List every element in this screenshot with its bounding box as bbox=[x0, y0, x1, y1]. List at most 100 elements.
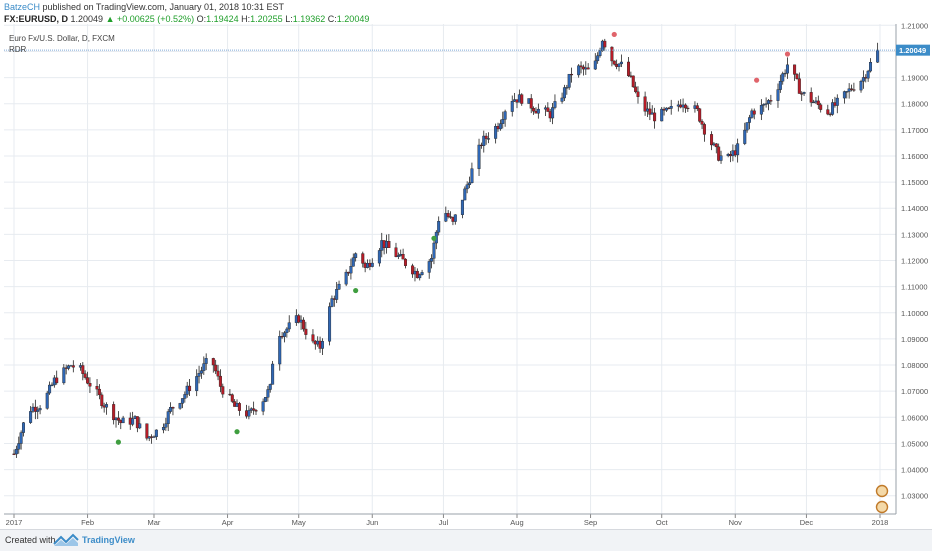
candle-up bbox=[453, 214, 457, 222]
candle-up bbox=[664, 107, 668, 111]
candle-down bbox=[188, 385, 192, 391]
candle-up bbox=[861, 77, 865, 82]
candle-down bbox=[145, 423, 149, 439]
candle-up bbox=[29, 411, 33, 423]
last-price-tag bbox=[896, 44, 930, 56]
candle-up bbox=[131, 418, 135, 425]
x-tick-label: May bbox=[292, 518, 306, 527]
x-tick-label: Aug bbox=[510, 518, 523, 527]
candle-down bbox=[297, 315, 301, 323]
candle-up bbox=[247, 410, 251, 417]
candle-down bbox=[698, 108, 702, 122]
candle-down bbox=[216, 370, 220, 377]
candle-up bbox=[736, 143, 740, 156]
candle-up bbox=[178, 403, 182, 409]
candle-down bbox=[809, 92, 813, 103]
candle-up bbox=[21, 422, 25, 433]
candle-up bbox=[501, 119, 505, 124]
x-tick-label: Oct bbox=[656, 518, 669, 527]
author-link[interactable]: BatzeCH bbox=[4, 2, 41, 12]
bull-signal-dot bbox=[234, 429, 240, 435]
tradingview-link[interactable]: TradingView bbox=[82, 535, 135, 545]
candle-up bbox=[460, 199, 464, 215]
y-tick-label: 1.17000 bbox=[901, 126, 928, 135]
candle-down bbox=[237, 403, 241, 411]
candle-up bbox=[62, 367, 66, 384]
candle-down bbox=[100, 394, 104, 407]
candle-down bbox=[686, 107, 690, 110]
candle-down bbox=[81, 365, 85, 374]
candle-up bbox=[577, 65, 581, 76]
candle-up bbox=[271, 363, 275, 385]
y-tick-label: 1.21000 bbox=[901, 21, 928, 30]
last-price: 1.20049 bbox=[70, 14, 104, 24]
candle-down bbox=[795, 74, 799, 79]
candle-down bbox=[797, 78, 801, 94]
candle-up bbox=[261, 401, 265, 412]
candle-up bbox=[781, 73, 785, 82]
candle-down bbox=[33, 406, 37, 412]
open-label: O: bbox=[196, 14, 207, 24]
candle-down bbox=[631, 75, 635, 88]
candle-up bbox=[783, 72, 787, 75]
high-value: 1.20255 bbox=[250, 14, 283, 24]
candle-up bbox=[764, 103, 768, 105]
x-tick-label: Mar bbox=[148, 518, 161, 527]
y-tick-label: 1.05000 bbox=[901, 439, 928, 448]
candle-up bbox=[468, 182, 472, 185]
candle-up bbox=[377, 250, 381, 264]
bear-signal-dot bbox=[784, 51, 791, 57]
candle-up bbox=[719, 155, 723, 161]
candle-up bbox=[320, 341, 324, 349]
candle-down bbox=[301, 319, 305, 330]
footer-bar: Created with TradingView bbox=[0, 529, 932, 551]
candle-up bbox=[567, 73, 571, 88]
candle-down bbox=[97, 388, 101, 396]
candle-up bbox=[195, 376, 199, 391]
low-label: L: bbox=[285, 14, 293, 24]
candle-up bbox=[432, 242, 436, 259]
alert-icon bbox=[875, 500, 889, 514]
candle-up bbox=[14, 448, 18, 455]
candle-down bbox=[570, 73, 574, 76]
indicator-legend[interactable]: RDR bbox=[9, 45, 27, 54]
candle-down bbox=[171, 406, 175, 409]
y-tick-label: 1.03000 bbox=[901, 492, 928, 501]
candle-up bbox=[859, 81, 863, 91]
candle-down bbox=[816, 100, 820, 106]
candle-up bbox=[152, 436, 156, 438]
candle-down bbox=[211, 358, 215, 366]
candle-up bbox=[762, 104, 766, 106]
candle-down bbox=[586, 67, 590, 70]
candle-down bbox=[648, 108, 652, 115]
bull-signal-dot bbox=[115, 439, 121, 445]
candle-down bbox=[403, 258, 407, 266]
candle-up bbox=[778, 80, 782, 90]
candle-up bbox=[430, 258, 434, 262]
candle-up bbox=[759, 104, 763, 115]
candle-down bbox=[252, 408, 256, 411]
candle-up bbox=[510, 100, 514, 112]
publish-line: BatzeCH published on TradingView.com, Ja… bbox=[4, 2, 284, 12]
candle-up bbox=[745, 122, 749, 131]
candle-down bbox=[683, 104, 687, 109]
x-tick-label: Jul bbox=[439, 518, 449, 527]
candle-down bbox=[695, 105, 699, 109]
candle-down bbox=[717, 146, 721, 161]
candle-up bbox=[553, 101, 557, 108]
candle-up bbox=[166, 411, 170, 424]
candle-down bbox=[311, 334, 315, 342]
candle-down bbox=[700, 121, 704, 125]
candle-down bbox=[95, 386, 99, 390]
candle-up bbox=[121, 417, 125, 424]
candle-up bbox=[183, 394, 187, 399]
candle-up bbox=[503, 111, 507, 120]
candle-up bbox=[482, 135, 486, 146]
candle-up bbox=[619, 61, 623, 65]
candle-down bbox=[826, 109, 830, 115]
candle-up bbox=[161, 427, 165, 431]
y-tick-label: 1.11000 bbox=[901, 283, 928, 292]
candle-up bbox=[420, 272, 424, 275]
candle-up bbox=[335, 289, 339, 300]
